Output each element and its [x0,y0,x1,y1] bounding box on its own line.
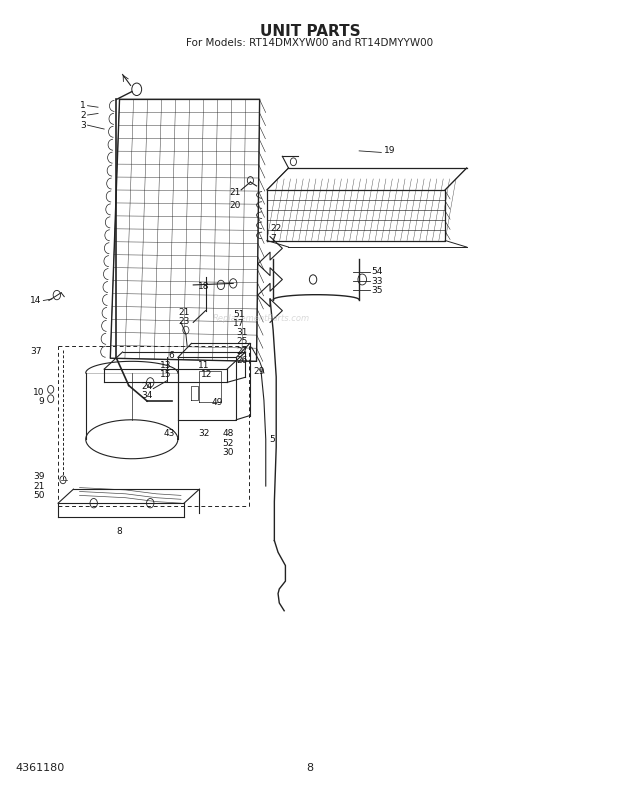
Text: 31: 31 [236,328,248,337]
Text: 29: 29 [254,367,265,376]
Text: 54: 54 [371,267,383,276]
Text: 23: 23 [178,317,189,326]
Text: 43: 43 [164,429,175,438]
Text: 51: 51 [233,310,245,319]
Text: 22: 22 [270,225,281,233]
Text: 21: 21 [229,188,241,198]
Text: 52: 52 [223,439,234,447]
Text: 10: 10 [33,388,45,397]
Text: 13: 13 [159,361,171,370]
Text: 25: 25 [236,338,247,346]
Text: 26: 26 [236,356,247,365]
Text: 17: 17 [233,319,245,328]
Text: 21: 21 [178,308,189,316]
Text: 37: 37 [30,348,42,356]
Text: 4361180: 4361180 [15,763,64,773]
Text: 8: 8 [117,527,122,535]
Text: 27: 27 [236,347,247,356]
Text: 34: 34 [141,391,153,400]
Text: 18: 18 [198,282,209,291]
Text: 12: 12 [201,370,212,379]
Text: ReplacementParts.com: ReplacementParts.com [212,314,309,323]
Text: 5: 5 [269,435,275,444]
Text: 24: 24 [141,382,153,391]
Text: 9: 9 [39,397,45,407]
Text: 21: 21 [33,481,45,491]
Text: 2: 2 [80,111,86,119]
Text: 35: 35 [371,286,383,295]
Text: 20: 20 [229,201,241,210]
Text: 49: 49 [211,398,223,407]
Text: 39: 39 [33,473,45,481]
Text: 8: 8 [306,763,314,773]
Text: 30: 30 [223,448,234,457]
Text: For Models: RT14DMXYW00 and RT14DMYYW00: For Models: RT14DMXYW00 and RT14DMYYW00 [187,38,433,49]
Text: 32: 32 [198,429,210,438]
Text: 50: 50 [33,491,45,500]
Text: 19: 19 [384,146,395,155]
Text: 15: 15 [159,370,171,379]
Text: 48: 48 [223,429,234,438]
Text: 1: 1 [80,101,86,110]
Text: UNIT PARTS: UNIT PARTS [260,24,360,39]
Text: 7: 7 [270,235,276,243]
Text: 3: 3 [80,121,86,130]
Text: 14: 14 [30,296,42,305]
Text: 11: 11 [198,361,210,370]
Text: 6: 6 [169,351,174,360]
Text: 33: 33 [371,276,383,286]
